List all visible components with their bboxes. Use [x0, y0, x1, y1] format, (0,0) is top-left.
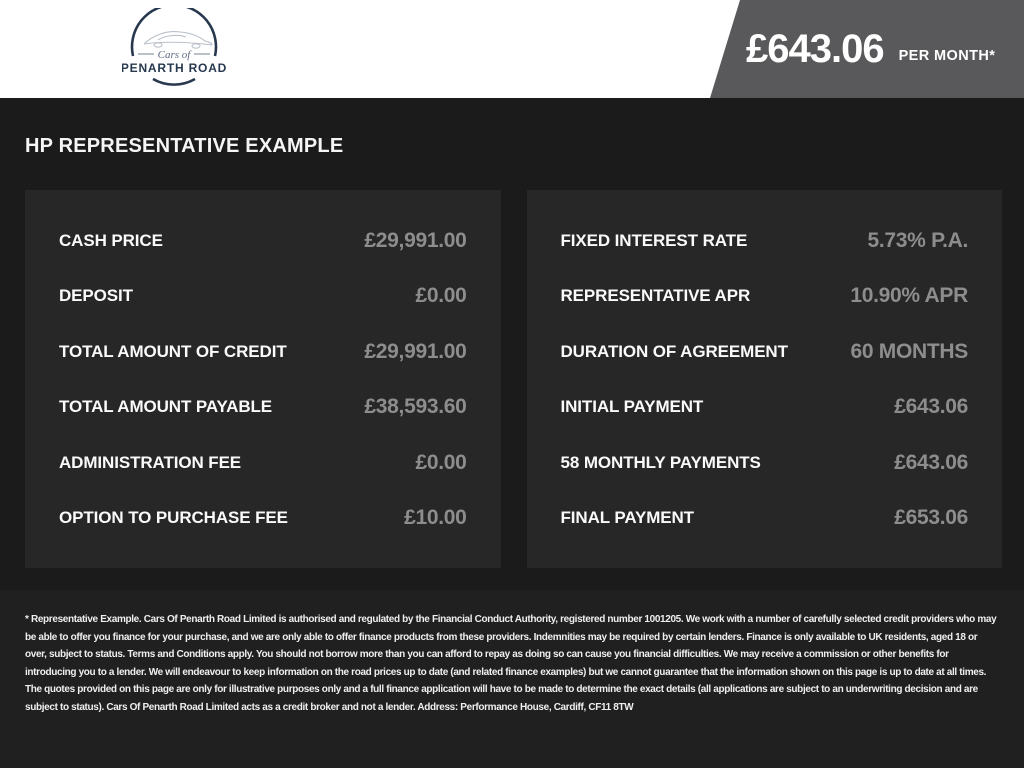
- finance-row-option-to-purchase-fee: OPTION TO PURCHASE FEE £10.00: [59, 491, 467, 547]
- header: Cars of PENARTH ROAD £643.06 PER MONTH*: [0, 0, 1024, 98]
- finance-row-fixed-interest-rate: FIXED INTEREST RATE 5.73% P.A.: [561, 213, 969, 269]
- finance-row-initial-payment: INITIAL PAYMENT £643.06: [561, 380, 969, 436]
- row-value: £0.00: [415, 450, 467, 474]
- finance-row-duration: DURATION OF AGREEMENT 60 MONTHS: [561, 324, 969, 380]
- row-label: FIXED INTEREST RATE: [560, 230, 748, 250]
- row-label: TOTAL AMOUNT PAYABLE: [59, 397, 273, 417]
- finance-row-representative-apr: REPRESENTATIVE APR 10.90% APR: [561, 269, 969, 325]
- legal-disclaimer: * Representative Example. Cars Of Penart…: [25, 614, 997, 713]
- finance-panel-left: CASH PRICE £29,991.00 DEPOSIT £0.00 TOTA…: [25, 190, 501, 568]
- finance-example-section: HP REPRESENTATIVE EXAMPLE CASH PRICE £29…: [0, 98, 1024, 590]
- dealer-logo[interactable]: Cars of PENARTH ROAD: [121, 3, 226, 90]
- logo-name: PENARTH ROAD: [122, 61, 226, 75]
- row-label: CASH PRICE: [59, 230, 163, 250]
- row-label: DURATION OF AGREEMENT: [560, 341, 789, 361]
- finance-panels: CASH PRICE £29,991.00 DEPOSIT £0.00 TOTA…: [25, 190, 1002, 568]
- dealer-logo-badge-icon: Cars of PENARTH ROAD: [121, 3, 226, 86]
- row-label: OPTION TO PURCHASE FEE: [59, 508, 288, 528]
- finance-row-monthly-payments: 58 MONTHLY PAYMENTS £643.06: [561, 435, 969, 491]
- row-value: £29,991.00: [364, 339, 467, 363]
- row-label: ADMINISTRATION FEE: [59, 452, 242, 472]
- row-value: 5.73% P.A.: [867, 228, 968, 252]
- finance-row-total-payable: TOTAL AMOUNT PAYABLE £38,593.60: [59, 380, 467, 436]
- row-label: DEPOSIT: [59, 286, 133, 306]
- car-sketch-icon: [143, 31, 213, 49]
- row-label: 58 MONTHLY PAYMENTS: [560, 452, 761, 472]
- monthly-price-suffix: PER MONTH*: [898, 48, 996, 64]
- row-value: £10.00: [404, 506, 467, 530]
- logo-tagline: Cars of: [158, 49, 193, 61]
- finance-row-admin-fee: ADMINISTRATION FEE £0.00: [59, 435, 467, 491]
- page-title: HP REPRESENTATIVE EXAMPLE: [25, 135, 344, 157]
- row-value: 10.90% APR: [850, 284, 968, 308]
- footer: * Representative Example. Cars Of Penart…: [0, 590, 1024, 768]
- row-label: FINAL PAYMENT: [560, 508, 695, 528]
- monthly-price: £643.06: [746, 27, 885, 71]
- row-value: £38,593.60: [364, 395, 467, 419]
- row-value: £29,991.00: [364, 228, 467, 252]
- monthly-price-banner: £643.06 PER MONTH*: [710, 0, 1024, 98]
- row-value: £0.00: [415, 284, 467, 308]
- row-value: £643.06: [894, 450, 968, 474]
- finance-row-total-credit: TOTAL AMOUNT OF CREDIT £29,991.00: [59, 324, 467, 380]
- row-label: INITIAL PAYMENT: [560, 397, 704, 417]
- finance-row-final-payment: FINAL PAYMENT £653.06: [561, 491, 969, 547]
- row-value: £653.06: [894, 506, 968, 530]
- row-value: 60 MONTHS: [850, 339, 969, 363]
- finance-row-deposit: DEPOSIT £0.00: [59, 269, 467, 325]
- row-value: £643.06: [894, 395, 968, 419]
- finance-row-cash-price: CASH PRICE £29,991.00: [59, 213, 467, 269]
- row-label: TOTAL AMOUNT OF CREDIT: [59, 341, 287, 361]
- finance-panel-right: FIXED INTEREST RATE 5.73% P.A. REPRESENT…: [526, 190, 1002, 568]
- row-label: REPRESENTATIVE APR: [560, 286, 751, 306]
